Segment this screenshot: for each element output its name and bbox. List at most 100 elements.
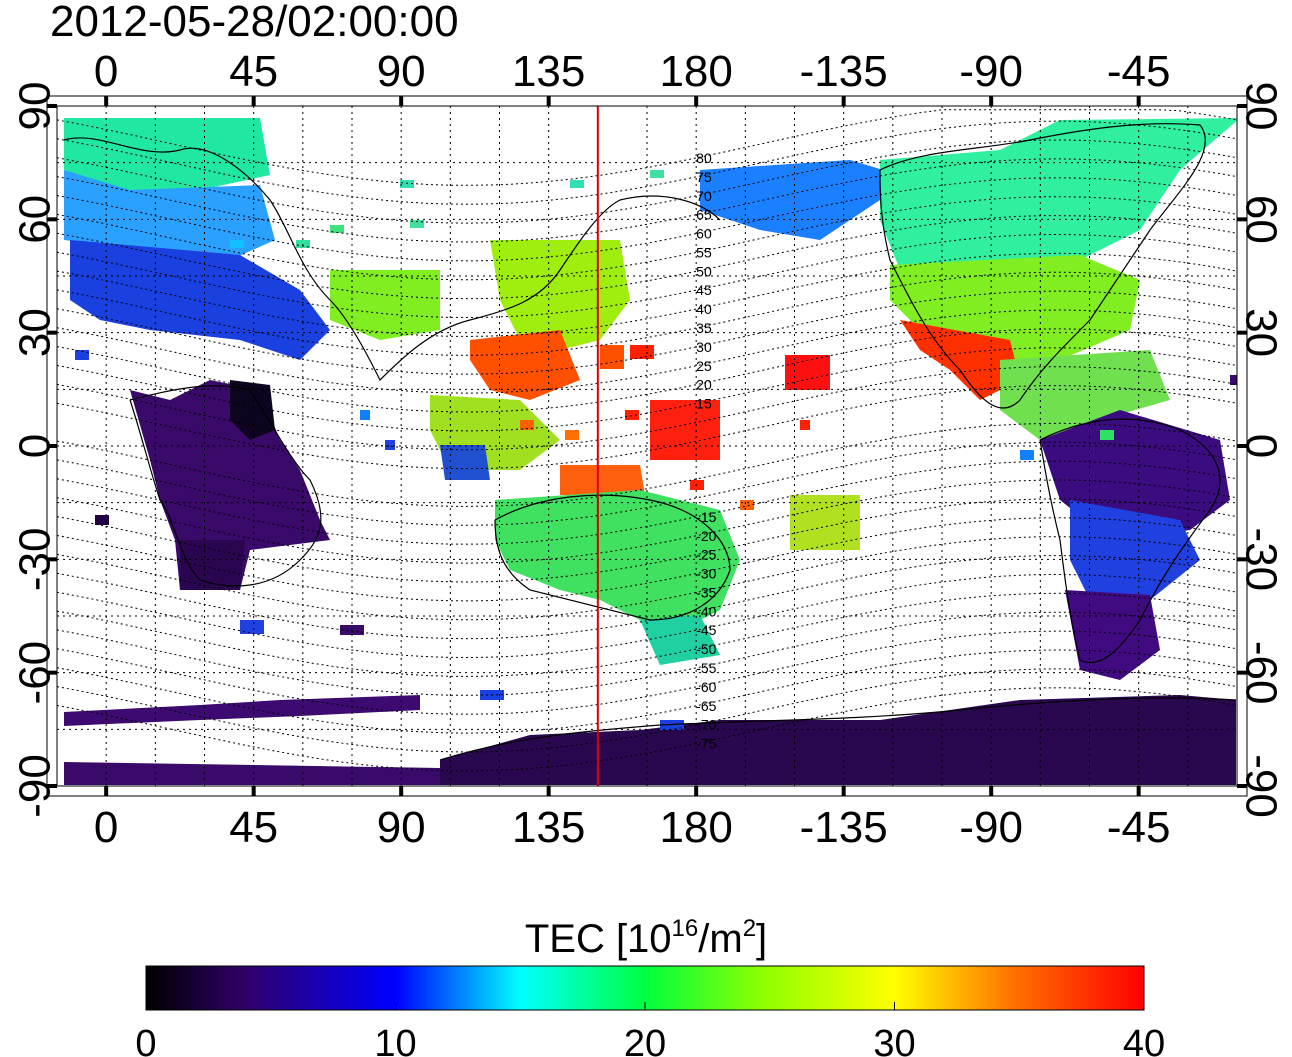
- contour-label: 55: [696, 244, 712, 260]
- contour-line: [57, 687, 1237, 772]
- contour-label: -70: [696, 717, 716, 733]
- tec-sa-south: [1065, 590, 1160, 680]
- contour-line: [57, 158, 1237, 243]
- tec-nz: [640, 615, 720, 665]
- contour-label: -35: [696, 584, 716, 600]
- contour-label: -30: [696, 566, 716, 582]
- contour-label: -45: [696, 622, 716, 638]
- lon-tick-bottom: -135: [800, 803, 888, 852]
- tec-canada: [880, 118, 1237, 270]
- contour-label: -25: [696, 547, 716, 563]
- tec-south-strip: [64, 762, 440, 785]
- colorbar-tick-label: 40: [1123, 1023, 1165, 1057]
- coastlines: [63, 123, 1237, 761]
- contour-line: [57, 611, 1237, 696]
- contour-line: [57, 120, 1237, 205]
- contour-label: 40: [696, 301, 712, 317]
- contour-label: 25: [696, 358, 712, 374]
- tec-europe-south: [70, 240, 330, 360]
- tec-se-asia: [470, 330, 580, 400]
- tec-pacific-hawaii: [785, 355, 830, 390]
- colorbar-tick-label: 20: [624, 1023, 666, 1057]
- tec-asia-west: [330, 270, 440, 340]
- contour-label: -40: [696, 603, 716, 619]
- tec-asia-east: [490, 240, 630, 350]
- lon-tick-top: 180: [659, 47, 732, 96]
- lon-tick-top: 90: [377, 47, 426, 96]
- contour-line: [57, 366, 1237, 451]
- tec-mexico: [900, 320, 1020, 400]
- contour-label: -60: [696, 679, 716, 695]
- colorbar: 0 10 20 30 40: [135, 965, 1165, 1057]
- colorbar-tick-label: 10: [374, 1023, 416, 1057]
- lon-tick-bottom: -90: [959, 803, 1023, 852]
- colorbar-tick-label: 0: [135, 1023, 156, 1057]
- contour-line: [57, 109, 1237, 186]
- contour-line: [57, 271, 1237, 356]
- contour-line: [57, 536, 1237, 621]
- tec-indonesia-blue: [440, 445, 490, 480]
- contour-line: [57, 517, 1237, 602]
- lon-tick-bottom: 90: [377, 803, 426, 852]
- contour-label: 80: [696, 150, 712, 166]
- contour-line: [57, 309, 1237, 394]
- contour-line: [57, 347, 1237, 432]
- contour-line: [57, 233, 1237, 319]
- map-title: 2012-05-28/02:00:00: [50, 0, 459, 46]
- tec-png: [560, 465, 645, 495]
- tec-data-layer: [64, 118, 1237, 785]
- contour-line: [57, 573, 1237, 659]
- contour-labels: 80 75 70 65 60 55 50 45 40 35 30 25 20 15 -15 -20 -25 -30…: [696, 150, 716, 752]
- contour-line: [57, 385, 1237, 470]
- contour-label: 35: [696, 320, 712, 336]
- contour-line: [57, 649, 1237, 734]
- contour-line: [57, 196, 1237, 281]
- contour-line: [57, 215, 1237, 300]
- tec-sa-central: [1070, 500, 1200, 600]
- contour-line: [57, 555, 1237, 640]
- contour-label: -50: [696, 641, 716, 657]
- tec-africa: [130, 380, 330, 590]
- contour-line: [57, 460, 1237, 545]
- colorbar-ticks: 0 10 20 30 40: [135, 1002, 1165, 1057]
- lon-tick-top: 45: [229, 47, 278, 96]
- tec-australia: [495, 490, 740, 630]
- contour-line: [57, 177, 1237, 262]
- lon-tick-bottom: -45: [1107, 803, 1171, 852]
- tec-europe-central: [64, 170, 275, 260]
- lon-tick-bottom: 135: [512, 803, 585, 852]
- contour-label: -15: [696, 509, 716, 525]
- contour-line: [57, 479, 1237, 564]
- contour-line: [57, 328, 1237, 413]
- contour-line: [57, 592, 1237, 677]
- lon-tick-bottom: 180: [659, 803, 732, 852]
- contour-label: -75: [696, 736, 716, 752]
- contour-label: 45: [696, 282, 712, 298]
- colorbar-tick-label: 30: [873, 1023, 915, 1057]
- tec-caribbean: [1000, 350, 1170, 440]
- tec-antarctica: [440, 695, 1236, 785]
- contour-label: -55: [696, 660, 716, 676]
- contour-line: [57, 630, 1237, 715]
- tec-south-patches: [64, 695, 420, 726]
- lon-tick-top: -45: [1107, 47, 1171, 96]
- tec-africa-dark: [230, 380, 275, 440]
- lon-tick-top: 0: [94, 47, 118, 96]
- magnetic-latitude-contours: [57, 109, 1237, 772]
- lon-tick-top: 135: [512, 47, 585, 96]
- contour-label: 50: [696, 263, 712, 279]
- contour-label: 30: [696, 339, 712, 355]
- lon-tick-top: -135: [800, 47, 888, 96]
- tec-europe-north: [64, 118, 270, 190]
- lon-tick-top: -90: [959, 47, 1023, 96]
- contour-line: [57, 441, 1237, 526]
- tec-pacific-central: [650, 400, 720, 460]
- contour-line: [57, 668, 1237, 753]
- contour-line: [57, 498, 1237, 583]
- tec-pacific-south: [790, 495, 860, 550]
- contour-label: -20: [696, 528, 716, 544]
- lon-tick-bottom: 45: [229, 803, 278, 852]
- contour-label: 60: [696, 226, 712, 242]
- contour-label: 65: [696, 207, 712, 223]
